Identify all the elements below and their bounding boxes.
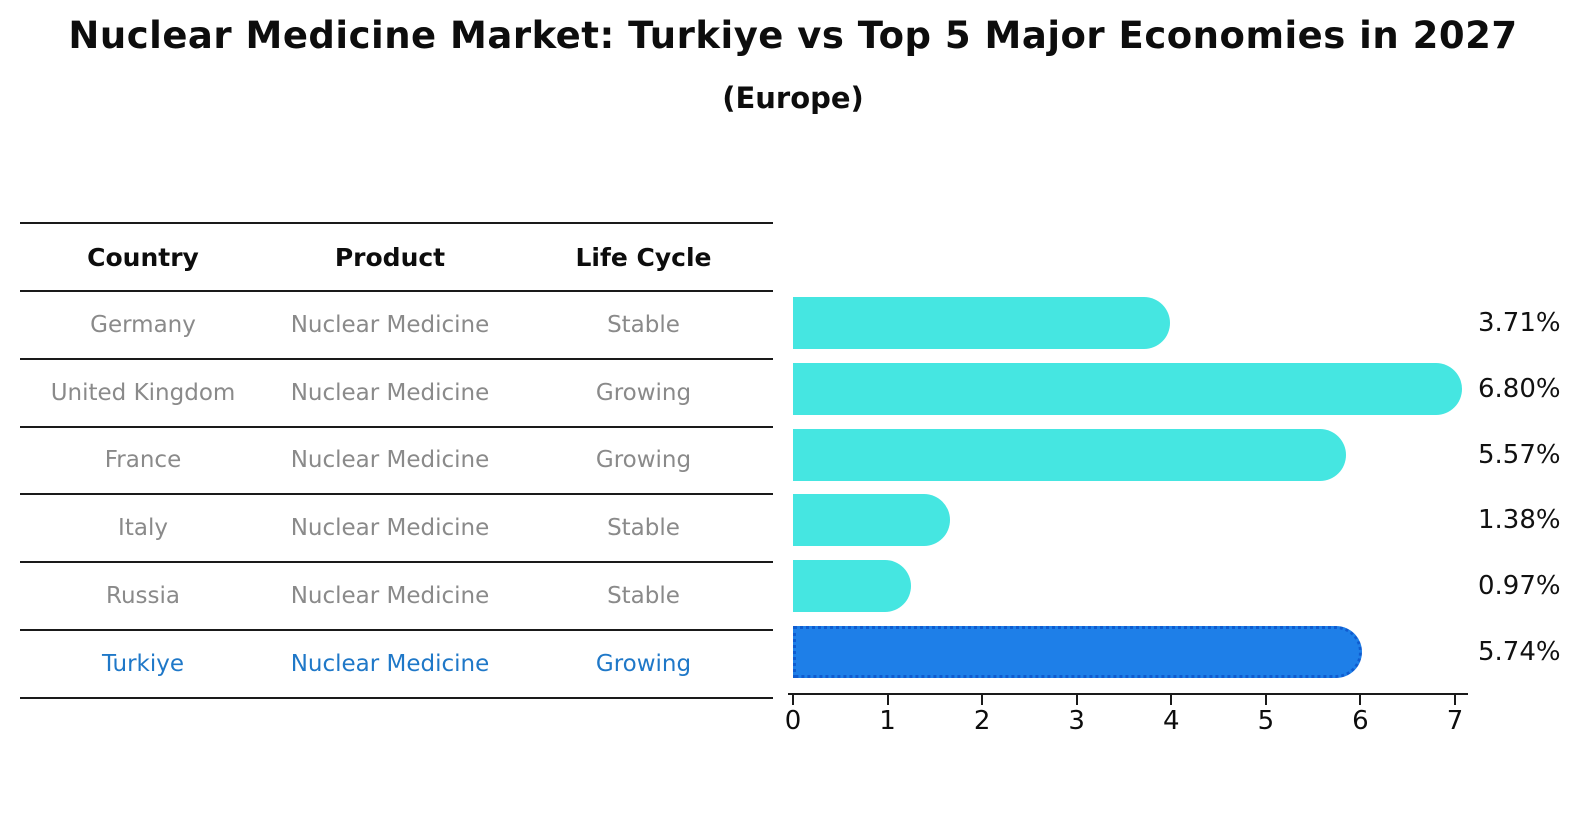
value-label-france: 5.57% — [1478, 439, 1561, 470]
x-tick-label-6: 6 — [1352, 706, 1369, 736]
x-tick-label-7: 7 — [1446, 706, 1464, 736]
bar-united-kingdom — [793, 362, 1463, 415]
bar-russia — [793, 560, 911, 613]
table-row-france: France Nuclear Medicine Growing — [20, 428, 773, 496]
table-row-italy: Italy Nuclear Medicine Stable — [20, 495, 773, 564]
cell-life-cycle-germany: Stable — [607, 311, 680, 338]
value-label-italy: 1.38% — [1478, 505, 1561, 536]
x-tick-7 — [1453, 695, 1456, 705]
x-tick-label-5: 5 — [1257, 706, 1275, 736]
cell-life-cycle-united-kingdom: Growing — [595, 379, 692, 406]
x-tick-0 — [792, 695, 794, 705]
x-tick-5 — [1264, 695, 1267, 705]
bar-turkiye — [793, 626, 1362, 679]
x-tick-6 — [1359, 695, 1362, 705]
cell-product-france: Nuclear Medicine — [290, 447, 490, 474]
table-row-russia: Russia Nuclear Medicine Stable — [20, 563, 773, 631]
column-header-country: Country — [87, 242, 199, 272]
cell-country-france: France — [104, 447, 182, 474]
value-label-russia: 0.97% — [1478, 571, 1561, 602]
country-table: Country Product Life Cycle Germany Nuclea… — [20, 222, 773, 699]
cell-country-germany: Germany — [90, 311, 196, 338]
cell-country-italy: Italy — [118, 515, 168, 542]
x-tick-2 — [981, 695, 984, 705]
x-tick-label-0: 0 — [784, 706, 802, 736]
value-label-united-kingdom: 6.80% — [1478, 373, 1561, 404]
bar-germany — [793, 296, 1170, 349]
x-tick-label-3: 3 — [1068, 706, 1085, 736]
cell-country-united-kingdom: United Kingdom — [50, 379, 236, 406]
table-header-row: Country Product Life Cycle — [20, 224, 773, 292]
table-body: Germany Nuclear Medicine Stable United King… — [20, 292, 773, 699]
column-header-life-cycle: Life Cycle — [575, 242, 712, 272]
cell-product-germany: Nuclear Medicine — [290, 311, 490, 338]
cell-product-united-kingdom: Nuclear Medicine — [290, 379, 490, 406]
x-axis-line — [788, 693, 1468, 695]
table-row-germany: Germany Nuclear Medicine Stable — [20, 292, 773, 360]
bar-plot — [793, 290, 1463, 685]
cell-life-cycle-russia: Stable — [607, 583, 680, 610]
cell-product-russia: Nuclear Medicine — [290, 583, 490, 610]
cell-country-russia: Russia — [106, 583, 180, 610]
cell-life-cycle-italy: Stable — [607, 515, 680, 542]
chart-title: Nuclear Medicine Market: Turkiye vs Top … — [68, 14, 1518, 57]
x-tick-label-2: 2 — [973, 706, 991, 736]
bar-italy — [793, 494, 950, 547]
x-tick-label-1: 1 — [879, 706, 896, 736]
cell-product-italy: Nuclear Medicine — [290, 515, 490, 542]
cell-life-cycle-france: Growing — [595, 447, 692, 474]
x-tick-1 — [886, 695, 889, 705]
column-header-product: Product — [334, 242, 446, 272]
cell-country-turkiye: Turkiye — [101, 650, 185, 677]
x-tick-3 — [1075, 695, 1078, 705]
x-tick-label-4: 4 — [1162, 706, 1180, 736]
cell-life-cycle-turkiye: Growing — [595, 650, 692, 677]
cell-product-turkiye: Nuclear Medicine — [290, 650, 490, 677]
table-row-turkiye: Turkiye Nuclear Medicine Growing — [20, 631, 773, 699]
value-label-turkiye: 5.74% — [1478, 637, 1561, 668]
value-label-germany: 3.71% — [1478, 307, 1561, 338]
bar-france — [793, 428, 1346, 481]
table-row-united-kingdom: United Kingdom Nuclear Medicine Growing — [20, 360, 773, 428]
x-tick-4 — [1170, 695, 1173, 705]
chart-subtitle: (Europe) — [722, 81, 864, 115]
